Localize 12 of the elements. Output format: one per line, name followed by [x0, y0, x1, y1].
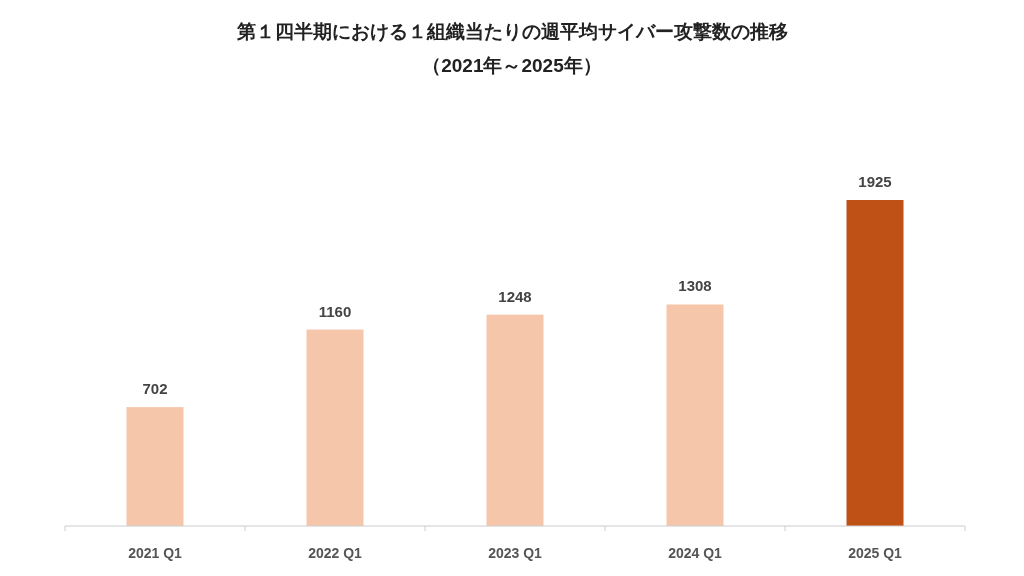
x-tick-label: 2025 Q1: [848, 545, 903, 561]
x-tick-label: 2022 Q1: [308, 545, 363, 561]
data-label: 1308: [678, 277, 712, 295]
data-label: 1925: [858, 173, 892, 190]
subtitle: （2021年～2025年）: [422, 55, 602, 76]
x-tick-label: 2024 Q1: [668, 545, 723, 561]
data-label: 702: [142, 380, 168, 398]
title: 第１四半期における１組織当たりの週平均サイバー攻撃数の推移: [236, 21, 788, 42]
data-label: 1160: [318, 302, 352, 320]
x-tick-label: 2021 Q1: [128, 545, 183, 561]
x-tick-label: 2023 Q1: [488, 545, 543, 561]
data-label: 1248: [498, 287, 532, 305]
